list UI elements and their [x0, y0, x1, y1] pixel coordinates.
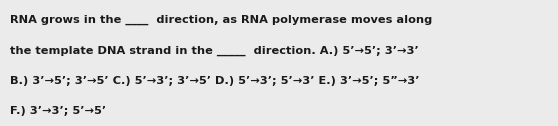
Text: the template DNA strand in the _____  direction. A.) 5’→5’; 3’→3’: the template DNA strand in the _____ dir… [10, 45, 419, 56]
Text: B.) 3’→5’; 3’→5’ C.) 5’→3’; 3’→5’ D.) 5’→3’; 5’→3’ E.) 3’→5’; 5”→3’: B.) 3’→5’; 3’→5’ C.) 5’→3’; 3’→5’ D.) 5’… [10, 76, 420, 86]
Text: RNA grows in the ____  direction, as RNA polymerase moves along: RNA grows in the ____ direction, as RNA … [10, 15, 432, 25]
Text: F.) 3’→3’; 5’→5’: F.) 3’→3’; 5’→5’ [10, 106, 106, 116]
